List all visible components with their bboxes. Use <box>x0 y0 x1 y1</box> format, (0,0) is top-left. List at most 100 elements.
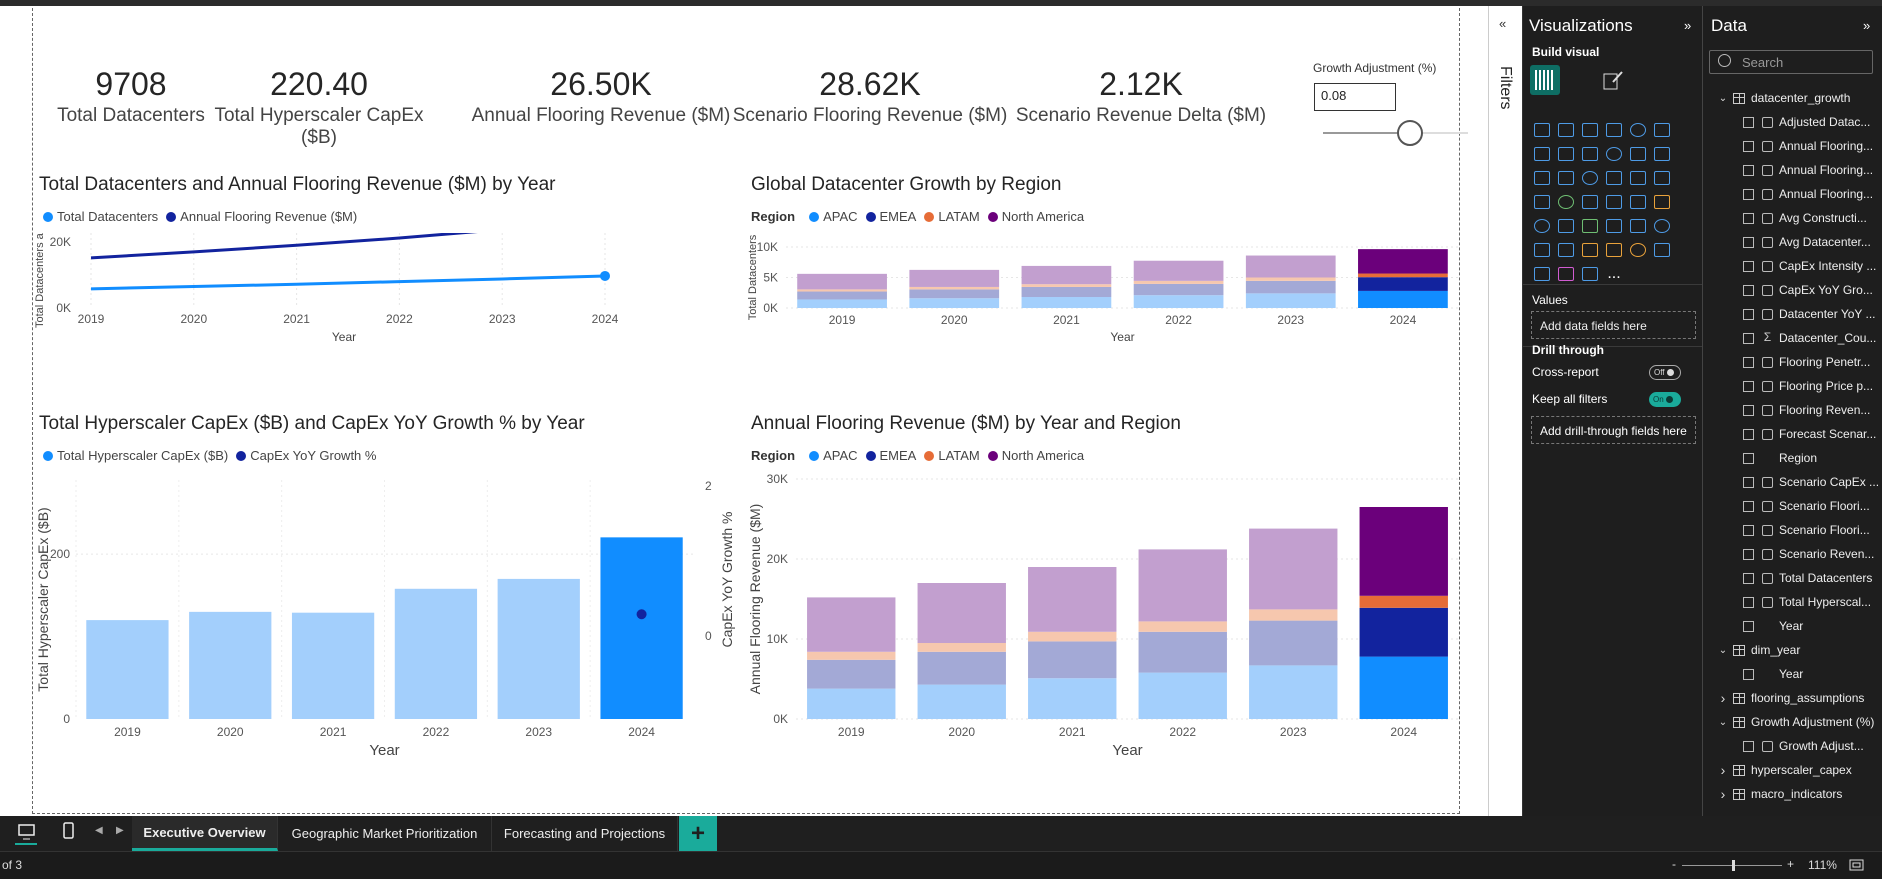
values-drop-zone[interactable]: Add data fields here <box>1531 311 1696 339</box>
mobile-view-icon[interactable] <box>62 821 76 841</box>
field-checkbox[interactable] <box>1743 284 1754 296</box>
chevron-right-icon[interactable]: » <box>1863 18 1871 33</box>
zoom-in-button[interactable]: + <box>1787 857 1795 871</box>
field-checkbox[interactable] <box>1743 548 1754 560</box>
drill-through-drop-zone[interactable]: Add drill-through fields here <box>1531 416 1696 444</box>
growth-chart[interactable]: 0K 5K 10K 2019 2020 2021 2022 2023 2024 Year Total… <box>745 233 1461 418</box>
kpi-scenario-revenue-delta[interactable]: 2.12K Scenario Revenue Delta ($M) <box>991 63 1291 127</box>
field-checkbox[interactable] <box>1743 332 1754 344</box>
chevron-right-icon[interactable]: › <box>1720 762 1726 778</box>
cross-report-toggle[interactable]: Off <box>1649 365 1681 380</box>
visual-type-icon[interactable] <box>1602 190 1626 214</box>
visual-type-icon[interactable] <box>1650 166 1674 190</box>
visual-type-icon[interactable] <box>1554 142 1578 166</box>
field-item[interactable]: Growth Adjust... <box>1703 734 1882 758</box>
chevron-down-icon[interactable]: ⌄ <box>1718 644 1728 656</box>
field-checkbox[interactable] <box>1743 668 1754 680</box>
visual-type-icon[interactable] <box>1626 142 1650 166</box>
visual-type-icon[interactable] <box>1554 238 1578 262</box>
field-item[interactable]: Avg Datacenter... <box>1703 230 1882 254</box>
visual-type-icon[interactable] <box>1530 118 1554 142</box>
visual-type-icon[interactable] <box>1530 166 1554 190</box>
visual-type-icon[interactable] <box>1530 190 1554 214</box>
chevron-right-icon[interactable]: » <box>1684 18 1692 33</box>
visual-type-icon[interactable] <box>1554 262 1578 286</box>
zoom-slider-thumb[interactable] <box>1732 860 1735 871</box>
visual-type-icon[interactable] <box>1530 262 1554 286</box>
desktop-view-icon[interactable] <box>17 822 37 842</box>
next-page-icon[interactable]: ▶ <box>116 825 124 836</box>
table-node[interactable]: ⌄ Growth Adjustment (%) <box>1703 710 1882 734</box>
field-item[interactable]: Total Datacenters <box>1703 566 1882 590</box>
visual-type-icon[interactable] <box>1554 166 1578 190</box>
chevron-down-icon[interactable]: ⌄ <box>1718 716 1728 728</box>
table-node[interactable]: › flooring_assumptions <box>1703 686 1882 710</box>
visual-type-icon[interactable] <box>1602 166 1626 190</box>
visual-type-icon[interactable] <box>1626 166 1650 190</box>
field-item[interactable]: Forecast Scenar... <box>1703 422 1882 446</box>
filters-pane[interactable] <box>1488 6 1522 816</box>
build-visual-tab-icon[interactable] <box>1530 65 1560 95</box>
visual-type-icon[interactable] <box>1578 238 1602 262</box>
field-item[interactable]: Year <box>1703 662 1882 686</box>
add-page-button[interactable]: + <box>679 816 717 851</box>
table-node[interactable]: › macro_indicators <box>1703 782 1882 806</box>
visual-type-icon[interactable] <box>1650 118 1674 142</box>
field-checkbox[interactable] <box>1743 596 1754 608</box>
field-item[interactable]: Avg Constructi... <box>1703 206 1882 230</box>
field-checkbox[interactable] <box>1743 188 1754 200</box>
previous-page-icon[interactable]: ◀ <box>95 825 103 836</box>
revenue-chart-legend[interactable]: Region APAC EMEA LATAM North America <box>751 448 1084 463</box>
field-item[interactable]: CapEx YoY Gro... <box>1703 278 1882 302</box>
keep-all-filters-toggle[interactable]: On <box>1649 392 1681 407</box>
field-checkbox[interactable] <box>1743 164 1754 176</box>
table-node[interactable]: ⌄ dim_year <box>1703 638 1882 662</box>
visual-type-icon[interactable] <box>1578 142 1602 166</box>
field-checkbox[interactable] <box>1743 236 1754 248</box>
field-checkbox[interactable] <box>1743 620 1754 632</box>
field-checkbox[interactable] <box>1743 452 1754 464</box>
visual-type-icon[interactable] <box>1554 190 1578 214</box>
slider-thumb[interactable] <box>1397 120 1423 146</box>
field-checkbox[interactable] <box>1743 404 1754 416</box>
visual-type-icon[interactable] <box>1602 214 1626 238</box>
field-checkbox[interactable] <box>1743 356 1754 368</box>
field-checkbox[interactable] <box>1743 500 1754 512</box>
field-checkbox[interactable] <box>1743 116 1754 128</box>
search-input[interactable]: Search <box>1709 50 1873 74</box>
field-checkbox[interactable] <box>1743 428 1754 440</box>
capex-chart[interactable]: 0 200 0 2 2019 2020 2021 2022 2023 2024 Year Total … <box>33 470 745 814</box>
field-item[interactable]: Year <box>1703 614 1882 638</box>
revenue-chart[interactable]: 0K 10K 20K 30K 2019 2020 2021 2022 2023 2024 Year A… <box>745 470 1461 814</box>
field-item[interactable]: Region <box>1703 446 1882 470</box>
growth-adjustment-input[interactable]: 0.08 <box>1314 83 1396 111</box>
chevron-right-icon[interactable]: › <box>1720 690 1726 706</box>
visual-type-icon[interactable] <box>1554 118 1578 142</box>
field-checkbox[interactable] <box>1743 476 1754 488</box>
field-item[interactable]: Flooring Reven... <box>1703 398 1882 422</box>
chevron-left-icon[interactable]: « <box>1499 16 1507 31</box>
more-visuals-icon[interactable]: ... <box>1607 265 1621 282</box>
tab-geographic-market-prioritization[interactable]: Geographic Market Prioritization <box>278 816 492 851</box>
kpi-total-datacenters[interactable]: 9708 Total Datacenters <box>11 63 251 127</box>
capex-chart-legend[interactable]: Total Hyperscaler CapEx ($B) CapEx YoY G… <box>39 448 376 463</box>
field-checkbox[interactable] <box>1743 524 1754 536</box>
visual-type-icon[interactable] <box>1626 238 1650 262</box>
field-item[interactable]: Adjusted Datac... <box>1703 110 1882 134</box>
field-item[interactable]: CapEx Intensity ... <box>1703 254 1882 278</box>
field-item[interactable]: Flooring Penetr... <box>1703 350 1882 374</box>
visual-type-icon[interactable] <box>1650 214 1674 238</box>
visual-type-icon[interactable] <box>1530 238 1554 262</box>
field-item[interactable]: Total Hyperscal... <box>1703 590 1882 614</box>
field-item[interactable]: Annual Flooring... <box>1703 158 1882 182</box>
fit-to-page-icon[interactable] <box>1849 858 1865 872</box>
line-chart-legend[interactable]: Total Datacenters Annual Flooring Revenu… <box>39 209 357 224</box>
field-item[interactable]: Scenario Reven... <box>1703 542 1882 566</box>
visual-type-icon[interactable] <box>1650 190 1674 214</box>
field-checkbox[interactable] <box>1743 212 1754 224</box>
field-item[interactable]: Flooring Price p... <box>1703 374 1882 398</box>
visual-type-icon[interactable] <box>1578 262 1602 286</box>
field-item[interactable]: Annual Flooring... <box>1703 182 1882 206</box>
visual-type-icon[interactable] <box>1626 190 1650 214</box>
field-checkbox[interactable] <box>1743 572 1754 584</box>
